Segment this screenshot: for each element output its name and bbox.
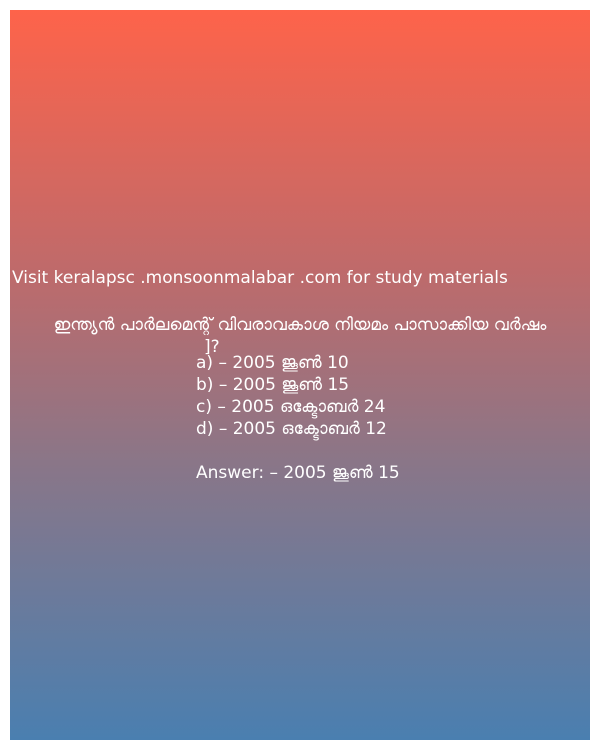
- answer-text: Answer: – 2005 ജൂൺ 15: [196, 463, 400, 483]
- option-d: d) – 2005 ഒക്ടോബർ 12: [196, 419, 387, 439]
- options-list: a) – 2005 ജൂൺ 10 b) – 2005 ജൂൺ 15 c) – 2…: [196, 352, 387, 440]
- option-c: c) – 2005 ഒക്ടോബർ 24: [196, 397, 386, 417]
- question-tail: ]?: [204, 337, 220, 357]
- quiz-card: Visit keralapsc .monsoonmalabar .com for…: [10, 10, 590, 740]
- option-b: b) – 2005 ജൂൺ 15: [196, 375, 350, 395]
- question-text: ഇന്ത്യൻ പാർലമെന്റ് വിവരാവകാശ നിയമം പാസാക…: [53, 315, 547, 335]
- site-promo-text: Visit keralapsc .monsoonmalabar .com for…: [12, 268, 508, 288]
- option-a: a) – 2005 ജൂൺ 10: [196, 353, 349, 373]
